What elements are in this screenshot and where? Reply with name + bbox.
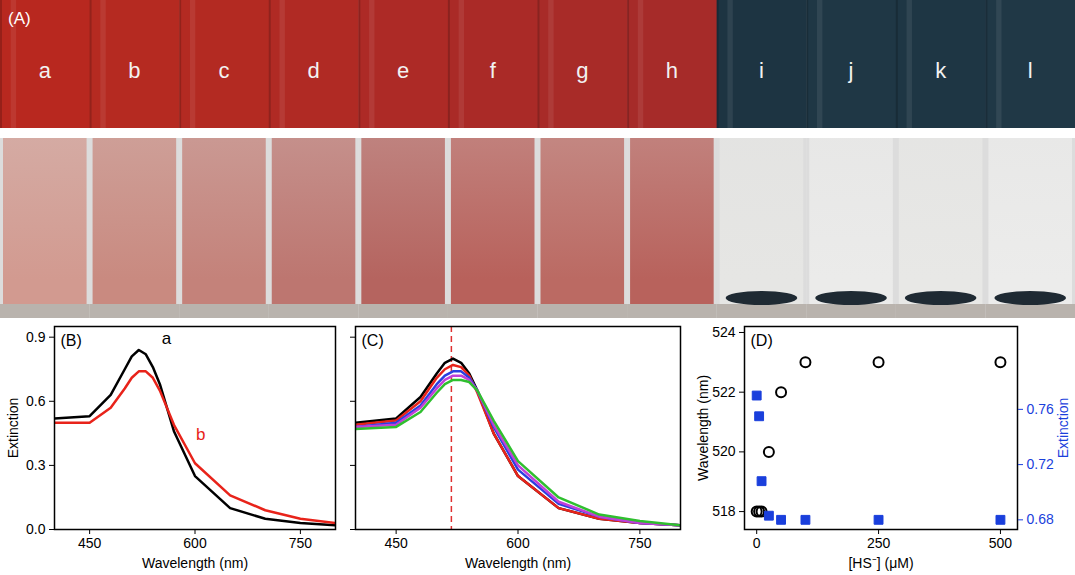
svg-text:Wavelength (nm): Wavelength (nm) [695, 375, 711, 481]
svg-text:750: 750 [628, 535, 652, 551]
svg-text:a: a [39, 58, 52, 83]
svg-text:450: 450 [78, 535, 102, 551]
svg-text:(C): (C) [362, 332, 384, 349]
svg-text:0.72: 0.72 [1027, 456, 1054, 472]
svg-text:i: i [759, 58, 764, 83]
svg-text:Wavelength (nm): Wavelength (nm) [142, 555, 248, 571]
svg-text:h: h [666, 58, 678, 83]
svg-text:522: 522 [712, 384, 736, 400]
svg-text:[HS⁻] (μM): [HS⁻] (μM) [848, 555, 913, 571]
svg-text:450: 450 [384, 535, 408, 551]
svg-text:f: f [490, 58, 497, 83]
svg-text:g: g [576, 58, 588, 83]
svg-text:j: j [848, 58, 854, 83]
svg-text:d: d [307, 58, 319, 83]
svg-text:0: 0 [753, 535, 761, 551]
svg-text:a: a [162, 329, 172, 348]
svg-text:500: 500 [989, 535, 1013, 551]
svg-text:520: 520 [712, 443, 736, 459]
svg-text:b: b [128, 58, 140, 83]
svg-text:524: 524 [712, 324, 736, 340]
svg-text:c: c [218, 58, 229, 83]
svg-text:0.68: 0.68 [1027, 511, 1054, 527]
svg-text:0.6: 0.6 [26, 393, 46, 409]
svg-text:(D): (D) [751, 332, 773, 349]
svg-text:Wavelength (nm): Wavelength (nm) [465, 555, 571, 571]
svg-text:(B): (B) [61, 332, 82, 349]
svg-text:0.9: 0.9 [26, 329, 46, 345]
svg-text:518: 518 [712, 503, 736, 519]
svg-text:e: e [397, 58, 409, 83]
svg-text:0.0: 0.0 [26, 521, 46, 537]
svg-text:Extinction: Extinction [5, 398, 21, 459]
svg-text:(A): (A) [8, 9, 31, 28]
svg-text:750: 750 [289, 535, 313, 551]
svg-text:0.76: 0.76 [1027, 401, 1054, 417]
svg-text:0.3: 0.3 [26, 457, 46, 473]
svg-text:Extinction: Extinction [1055, 398, 1071, 459]
svg-text:600: 600 [183, 535, 207, 551]
svg-text:250: 250 [867, 535, 891, 551]
svg-text:b: b [196, 425, 205, 444]
svg-text:k: k [935, 58, 947, 83]
svg-text:l: l [1028, 58, 1033, 83]
svg-text:600: 600 [506, 535, 530, 551]
